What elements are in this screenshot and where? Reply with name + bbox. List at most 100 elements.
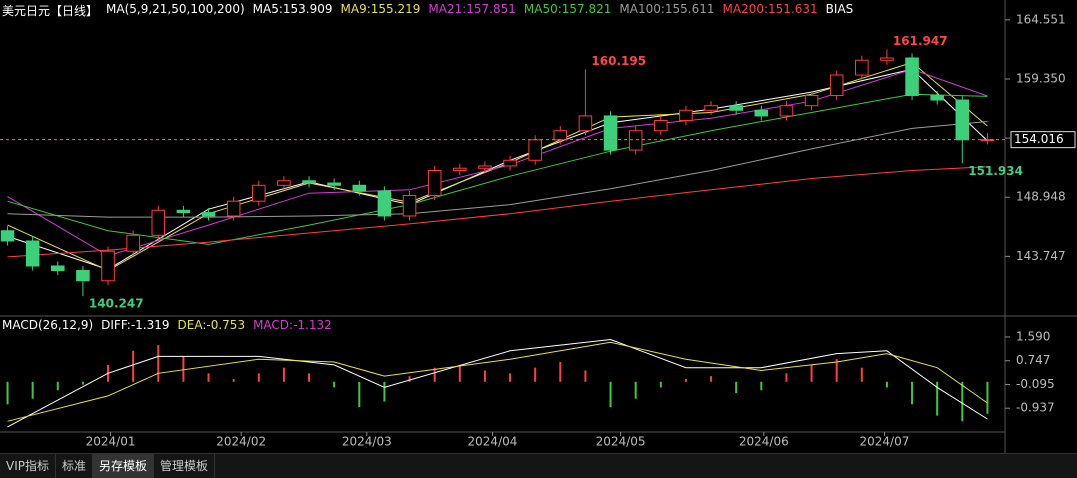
candle-body	[603, 115, 618, 151]
high-annotation: 161.947	[893, 34, 948, 48]
legend-entry: MA200:151.631	[722, 2, 818, 16]
macd-bar	[458, 364, 461, 382]
candle-body	[226, 200, 241, 217]
candle-body	[0, 230, 15, 242]
ma-line	[7, 93, 988, 245]
candle-body	[704, 105, 718, 111]
candle-body	[654, 119, 668, 132]
candle-body	[503, 159, 517, 167]
chart-title: 美元日元【日线】	[2, 4, 99, 18]
candle-body	[880, 57, 894, 61]
candle-body	[302, 180, 316, 184]
y-tick-label: 0.747	[1016, 353, 1050, 367]
candle-body	[478, 165, 492, 169]
y-tick-label: 143.747	[1016, 249, 1066, 263]
chart: 164.551159.350154.149148.948143.747154.0…	[0, 0, 1077, 455]
macd-bar	[157, 345, 160, 382]
legend-entry: MA9:155.219	[340, 2, 421, 16]
legend-entry: MACD:-1.132	[253, 318, 332, 332]
candle-body	[377, 190, 392, 217]
candle-body	[980, 139, 995, 142]
candle-body	[352, 184, 367, 192]
y-tick-label: -0.937	[1016, 401, 1055, 415]
macd-bar	[132, 350, 135, 382]
macd-bar	[684, 378, 687, 382]
x-tick-label: 2024/02	[216, 435, 266, 449]
macd-bar	[986, 381, 989, 414]
candle-body	[855, 59, 869, 76]
toolbar-button[interactable]: VIP指标	[0, 454, 56, 478]
macd-bar	[710, 376, 713, 382]
candle-body	[252, 184, 266, 202]
candle-body	[553, 130, 568, 141]
macd-bar	[31, 381, 34, 399]
candle-body	[905, 57, 919, 96]
low-annotation: 151.934	[968, 164, 1023, 178]
legend-entry: DIFF:-1.319	[101, 318, 170, 332]
candle-body	[402, 195, 417, 217]
x-tick-label: 2024/06	[739, 435, 789, 449]
candle-body	[327, 182, 341, 186]
candle-body	[829, 74, 844, 96]
macd-bar	[835, 359, 838, 382]
macd-bar	[760, 381, 763, 391]
candle-body	[51, 265, 65, 272]
legend: MACD(26,12,9) DIFF:-1.319 DEA:-0.753 MACD:…	[2, 318, 332, 332]
candle-body	[930, 94, 944, 101]
candle-body	[176, 209, 191, 214]
macd-bar	[433, 367, 436, 382]
candle-body	[76, 270, 90, 282]
macd-bar	[961, 381, 964, 422]
legend-entry: DEA:-0.753	[177, 318, 246, 332]
candle-body	[804, 94, 819, 107]
last-price-label: 154.016	[1014, 132, 1064, 146]
bias-label: BIAS	[825, 2, 854, 16]
candle-body	[679, 109, 693, 121]
macd-bar	[735, 381, 738, 394]
macd-bar	[207, 373, 210, 382]
macd-bar	[383, 381, 386, 402]
macd-bar	[56, 381, 59, 391]
toolbar-button[interactable]: 另存模板	[93, 454, 155, 478]
candle-body	[151, 209, 166, 236]
y-tick-label: 1.590	[1016, 329, 1050, 343]
candle-body	[729, 105, 743, 111]
macd-bar	[534, 367, 537, 382]
x-tick-label: 2024/04	[468, 435, 518, 449]
macd-bar	[860, 367, 863, 382]
macd-bar	[936, 381, 939, 416]
last-price-box	[1010, 131, 1076, 149]
macd-bar	[584, 370, 587, 382]
candle-body	[779, 105, 794, 117]
toolbar-button[interactable]: 标准	[56, 454, 94, 478]
legend-entry: MA50:157.821	[523, 2, 612, 16]
macd-bar	[885, 381, 888, 388]
legend-entry: MA21:157.851	[428, 2, 516, 16]
macd-bar	[408, 376, 411, 382]
macd-bar	[6, 381, 9, 405]
candle-body	[453, 167, 467, 172]
macd-bar	[483, 370, 486, 382]
candle-body	[528, 139, 542, 161]
macd-bar	[509, 373, 512, 382]
macd-bar	[911, 381, 914, 405]
low-annotation: 140.247	[89, 297, 144, 311]
toolbar: VIP指标 标准 另存模板 管理模板	[0, 453, 1077, 478]
candle-body	[427, 170, 442, 197]
candle-body	[101, 250, 115, 282]
y-tick-label: -0.095	[1016, 377, 1055, 391]
macd-title: MACD(26,12,9)	[2, 318, 94, 332]
macd-bar	[333, 381, 336, 388]
toolbar-button[interactable]: 管理模板	[154, 454, 216, 478]
candle-body	[628, 130, 643, 151]
macd-bar	[182, 356, 185, 382]
x-tick-label: 2024/03	[342, 435, 392, 449]
ma-line	[7, 338, 988, 428]
candle-body	[754, 109, 769, 117]
legend-entry: MA100:155.611	[619, 2, 715, 16]
y-tick-label: 164.551	[1016, 12, 1066, 26]
high-annotation: 160.195	[591, 54, 646, 68]
candle-body	[955, 99, 970, 141]
macd-bar	[785, 373, 788, 382]
